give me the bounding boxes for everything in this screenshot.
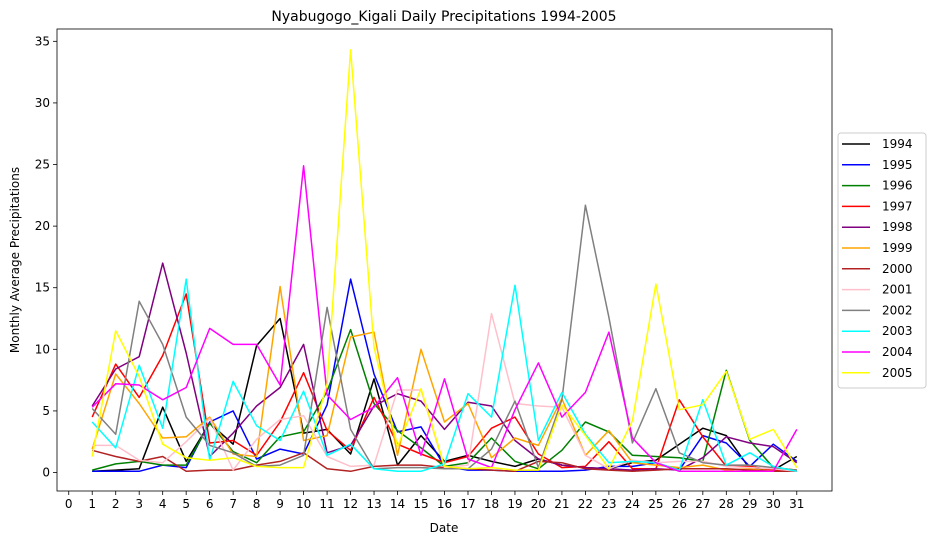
x-tick-label: 24 [625,497,640,511]
legend-label-1999: 1999 [882,241,913,255]
x-tick-label: 14 [390,497,405,511]
series-line-2005 [91,49,798,471]
x-tick-label: 1 [88,497,96,511]
plot-frame [57,29,832,491]
legend-label-2002: 2002 [882,303,913,317]
legend: 1994 1995 1996 1997 1998 1999 2000 2001 2002 2003… [837,132,927,389]
y-axis: 0 5 10 15 20 25 30 35 [35,34,57,480]
x-tick-label: 3 [135,497,143,511]
x-tick-label: 30 [766,497,781,511]
y-tick-label: 0 [42,466,50,480]
x-tick-label: 13 [366,497,381,511]
legend-label-1996: 1996 [882,179,913,193]
x-axis: 0 1 2 3 4 5 6 7 8 9 10 11 12 13 14 15 16 17 18 19 20 21 22 23 24… [65,491,804,511]
y-tick-label: 20 [35,219,50,233]
x-tick-label: 29 [742,497,757,511]
y-tick-label: 5 [42,404,50,418]
x-tick-label: 31 [789,497,804,511]
x-tick-label: 21 [554,497,569,511]
series-layer [91,49,798,473]
y-tick-label: 25 [35,158,50,172]
x-tick-label: 0 [65,497,73,511]
x-tick-label: 18 [484,497,499,511]
x-axis-label: Date [430,521,459,535]
x-tick-label: 26 [672,497,687,511]
x-tick-label: 11 [319,497,334,511]
x-tick-label: 28 [719,497,734,511]
legend-label-2004: 2004 [882,345,913,359]
series-line-2001 [92,312,797,473]
legend-label-2001: 2001 [882,283,913,297]
y-tick-label: 30 [35,96,50,110]
x-tick-label: 4 [159,497,167,511]
x-tick-label: 22 [578,497,593,511]
x-tick-label: 23 [601,497,616,511]
x-tick-label: 9 [276,497,284,511]
y-tick-label: 35 [35,34,50,48]
plot-area [56,28,833,492]
x-tick-label: 25 [648,497,663,511]
legend-label-2003: 2003 [882,324,913,338]
legend-items: 1994 1995 1996 1997 1998 1999 2000 2001 2002 2003… [842,137,913,380]
legend-box [837,132,927,389]
x-tick-label: 15 [413,497,428,511]
x-tick-label: 5 [182,497,190,511]
series-line-2004 [91,165,798,473]
x-tick-label: 27 [695,497,710,511]
y-tick-label: 10 [35,342,50,356]
legend-label-1998: 1998 [882,220,913,234]
x-tick-label: 19 [507,497,522,511]
x-tick-label: 20 [531,497,546,511]
legend-label-2005: 2005 [882,366,913,380]
chart-title: Nyabugogo_Kigali Daily Precipitations 19… [271,9,616,25]
x-tick-label: 10 [296,497,311,511]
x-tick-label: 12 [343,497,358,511]
y-axis-label: Monthly Average Precipitations [8,167,22,353]
x-tick-label: 8 [253,497,261,511]
x-tick-label: 2 [112,497,120,511]
legend-label-1997: 1997 [882,199,913,213]
series-line-2002 [91,204,797,471]
series-line-1999 [91,285,797,473]
x-tick-label: 6 [206,497,214,511]
legend-label-2000: 2000 [882,262,913,276]
x-tick-label: 7 [229,497,237,511]
legend-label-1994: 1994 [882,137,913,151]
legend-label-1995: 1995 [882,158,913,172]
x-tick-label: 16 [437,497,452,511]
x-tick-label: 17 [460,497,475,511]
y-tick-label: 15 [35,281,50,295]
